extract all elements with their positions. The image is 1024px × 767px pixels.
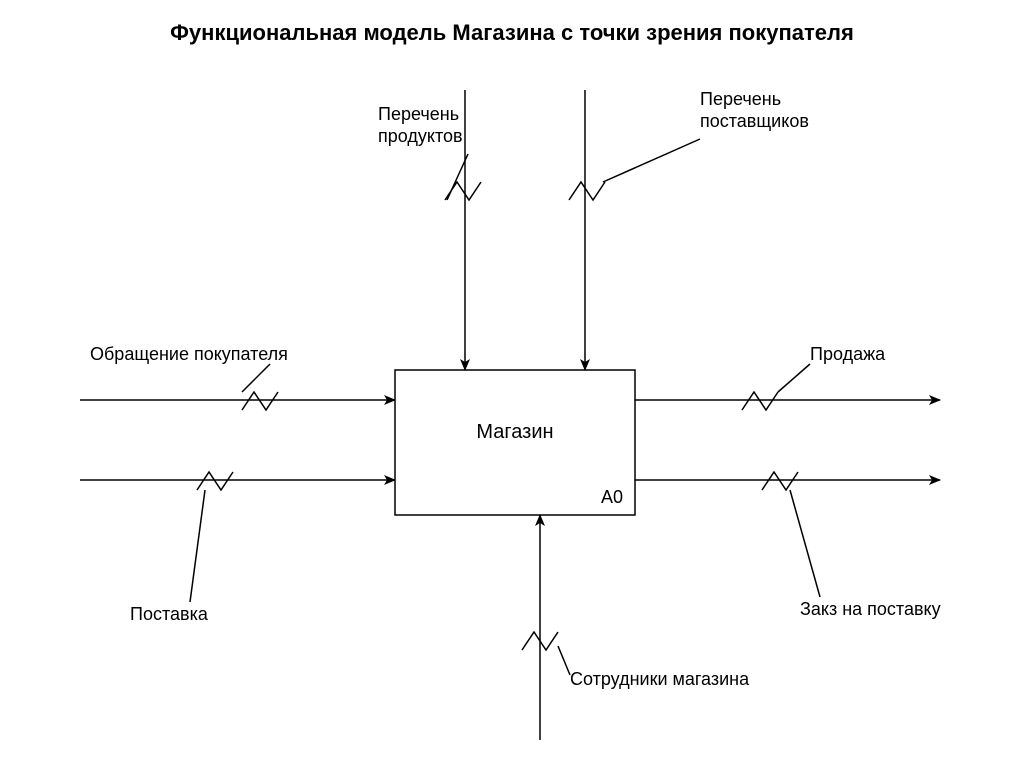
svg-text:A0: A0 [601,487,623,507]
idef0-diagram: МагазинA0ПереченьпродуктовПереченьпостав… [0,60,1024,760]
svg-text:Обращение покупателя: Обращение покупателя [90,344,288,364]
svg-text:Магазин: Магазин [476,421,553,443]
svg-text:Перечень: Перечень [378,104,459,124]
svg-text:Поставка: Поставка [130,604,209,624]
page-title: Функциональная модель Магазина с точки з… [0,20,1024,46]
svg-text:продуктов: продуктов [378,126,463,146]
svg-text:поставщиков: поставщиков [700,111,809,131]
svg-text:Продажа: Продажа [810,344,886,364]
svg-text:Сотрудники магазина: Сотрудники магазина [570,669,750,689]
svg-text:Закз на поставку: Закз на поставку [800,599,941,619]
svg-text:Перечень: Перечень [700,89,781,109]
